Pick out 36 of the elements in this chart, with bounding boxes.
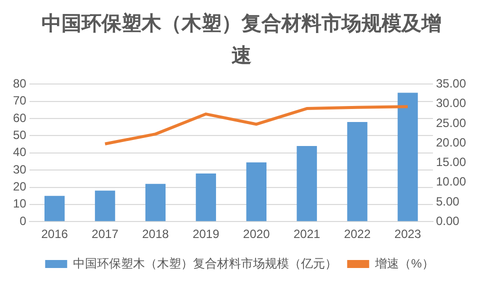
y-tick-label: 60 [12, 110, 27, 125]
y2-tick-label: 20.00 [436, 135, 466, 150]
x-tick-label: 2021 [293, 227, 321, 242]
bar [398, 92, 418, 222]
y2-tick-label: 35.00 [436, 76, 466, 91]
y2-tick-label: 30.00 [436, 96, 466, 110]
y-tick-label: 70 [12, 94, 27, 108]
y2-tick-label: 0.00 [436, 214, 460, 228]
y2-tick-label: 25.00 [436, 116, 466, 130]
bar [196, 174, 216, 222]
y-tick-label: 0 [20, 214, 27, 228]
x-tick-label: 2018 [142, 227, 170, 242]
y2-tick-label: 15.00 [436, 155, 466, 170]
y2-tick-label: 5.00 [436, 194, 460, 208]
chart-title: 中国环保塑木（木塑）复合材料市场规模及增速 [40, 12, 442, 69]
y-tick-label: 30 [12, 162, 27, 176]
bar [246, 162, 266, 222]
bar [44, 196, 65, 222]
y-tick-label: 20 [12, 180, 27, 194]
bar [145, 184, 166, 222]
y2-tick-label: 10.00 [436, 174, 466, 189]
x-tick-label: 2022 [344, 227, 371, 242]
y-tick-label: 10 [12, 196, 27, 211]
legend-label: 中国环保塑木（木塑）复合材料市场规模（亿元） [73, 256, 338, 270]
x-tick-label: 2016 [41, 227, 68, 242]
x-tick-label: 2020 [243, 227, 270, 242]
y-tick-label: 40 [12, 145, 27, 160]
bar [296, 146, 317, 222]
x-tick-label: 2019 [192, 227, 220, 242]
bar [347, 122, 368, 222]
legend-label: 增速（%） [374, 256, 434, 270]
bar [94, 190, 116, 222]
x-tick-label: 2023 [394, 227, 422, 242]
x-tick-label: 2017 [92, 227, 119, 242]
y-tick-label: 80 [12, 76, 27, 91]
y-tick-label: 50 [12, 128, 27, 142]
